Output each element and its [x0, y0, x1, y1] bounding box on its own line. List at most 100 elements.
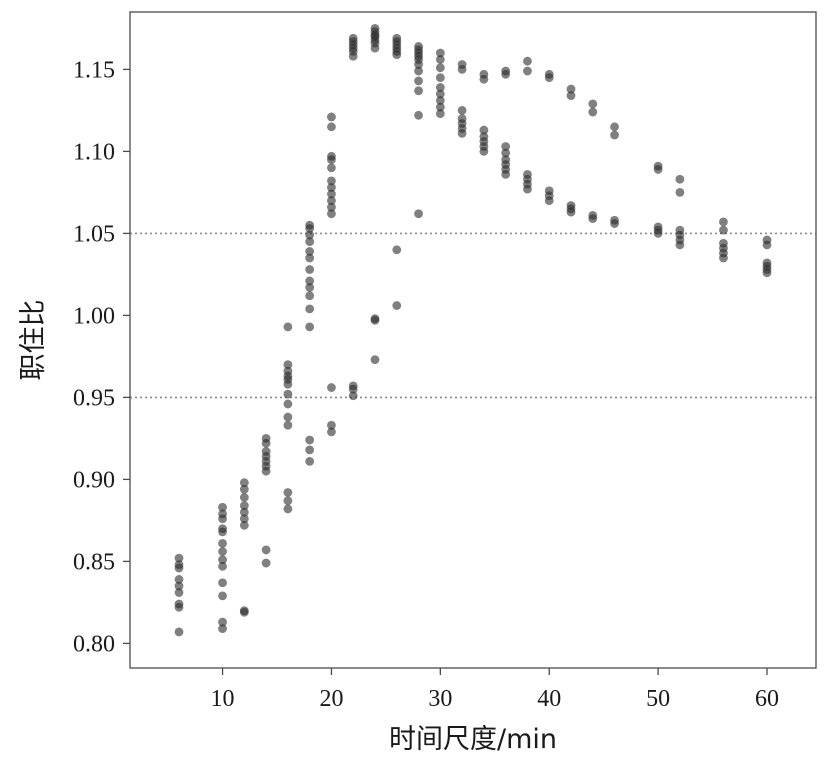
data-point: [305, 445, 315, 455]
data-point: [414, 86, 423, 96]
data-point: [305, 220, 315, 230]
data-point: [239, 478, 249, 488]
data-point: [239, 493, 249, 502]
data-point: [174, 581, 184, 591]
data-point: [523, 56, 532, 66]
data-point: [174, 627, 184, 637]
data-point: [435, 89, 445, 99]
data-point: [675, 188, 685, 197]
data-point: [348, 33, 358, 43]
data-point: [239, 514, 249, 524]
data-point: [435, 73, 445, 82]
data-point: [719, 217, 728, 227]
data-point: [174, 599, 184, 609]
data-point: [435, 96, 445, 105]
data-point: [327, 189, 336, 199]
data-point: [348, 381, 358, 391]
y-tick-label: 1.10: [73, 139, 115, 165]
data-point: [327, 122, 336, 132]
data-point: [501, 142, 511, 151]
data-point: [327, 112, 336, 122]
data-point: [435, 48, 445, 58]
data-point: [610, 130, 619, 140]
y-tick-label: 1.05: [73, 221, 115, 247]
data-point: [479, 132, 489, 142]
data-point: [479, 69, 489, 79]
data-point: [392, 245, 402, 255]
data-point: [719, 238, 728, 248]
y-tick-label: 0.85: [73, 549, 115, 575]
data-point: [218, 561, 227, 571]
x-axis-label: 时间尺度/min: [389, 724, 557, 755]
data-point: [675, 174, 685, 184]
data-point: [392, 33, 402, 43]
data-point: [327, 151, 336, 161]
data-point: [370, 314, 380, 324]
data-point: [414, 42, 423, 51]
data-point: [370, 355, 380, 365]
data-point: [370, 24, 380, 33]
data-point: [218, 591, 227, 601]
data-point: [218, 502, 227, 512]
y-tick-label: 0.80: [73, 631, 115, 657]
data-point: [544, 186, 554, 196]
data-point: [762, 258, 772, 268]
data-point: [327, 202, 336, 212]
data-point: [435, 83, 445, 92]
data-point: [762, 235, 772, 245]
data-point: [305, 456, 315, 466]
data-point: [239, 501, 249, 511]
data-point: [239, 520, 249, 530]
data-point: [305, 237, 315, 247]
data-point: [327, 183, 336, 192]
x-tick-label: 40: [537, 686, 561, 712]
data-point: [610, 122, 619, 132]
data-point: [239, 507, 249, 517]
data-point: [457, 106, 467, 115]
data-point: [305, 304, 315, 314]
y-axis-label: 职住比: [18, 300, 49, 381]
data-point: [327, 383, 336, 392]
data-point: [414, 110, 423, 120]
x-tick-label: 50: [646, 686, 670, 712]
data-point: [414, 66, 423, 76]
data-point: [327, 176, 336, 186]
data-point: [261, 447, 271, 456]
data-point: [283, 366, 293, 376]
data-point: [283, 412, 293, 422]
data-point: [544, 69, 554, 79]
plot-frame: [129, 11, 817, 669]
data-point: [435, 63, 445, 73]
data-point: [261, 545, 271, 555]
data-point: [327, 209, 336, 219]
data-point: [523, 169, 532, 179]
data-point: [457, 60, 467, 69]
data-point: [283, 504, 293, 514]
data-point: [414, 209, 423, 219]
x-tick-label: 10: [211, 686, 235, 712]
x-tick-label: 60: [755, 686, 779, 712]
y-tick-label: 0.90: [73, 467, 115, 493]
data-point: [392, 301, 402, 310]
data-point: [283, 360, 293, 369]
data-point: [218, 509, 227, 519]
x-tick-label: 30: [428, 686, 452, 712]
data-point: [327, 163, 336, 173]
data-point: [588, 99, 598, 109]
data-point: [305, 283, 315, 292]
data-point: [348, 391, 358, 401]
data-point: [305, 265, 315, 274]
data-point: [414, 76, 423, 86]
x-axis: 10 20 30 40 50 60: [211, 668, 779, 712]
data-point: [610, 215, 619, 225]
data-point: [653, 222, 663, 232]
data-point: [435, 55, 445, 64]
x-tick-label: 20: [319, 686, 343, 712]
data-point: [435, 109, 445, 119]
data-point: [174, 553, 184, 563]
data-point: [501, 148, 511, 158]
y-tick-label: 0.95: [73, 385, 115, 411]
data-point: [327, 196, 336, 206]
data-point: [283, 322, 293, 332]
data-point: [283, 420, 293, 430]
